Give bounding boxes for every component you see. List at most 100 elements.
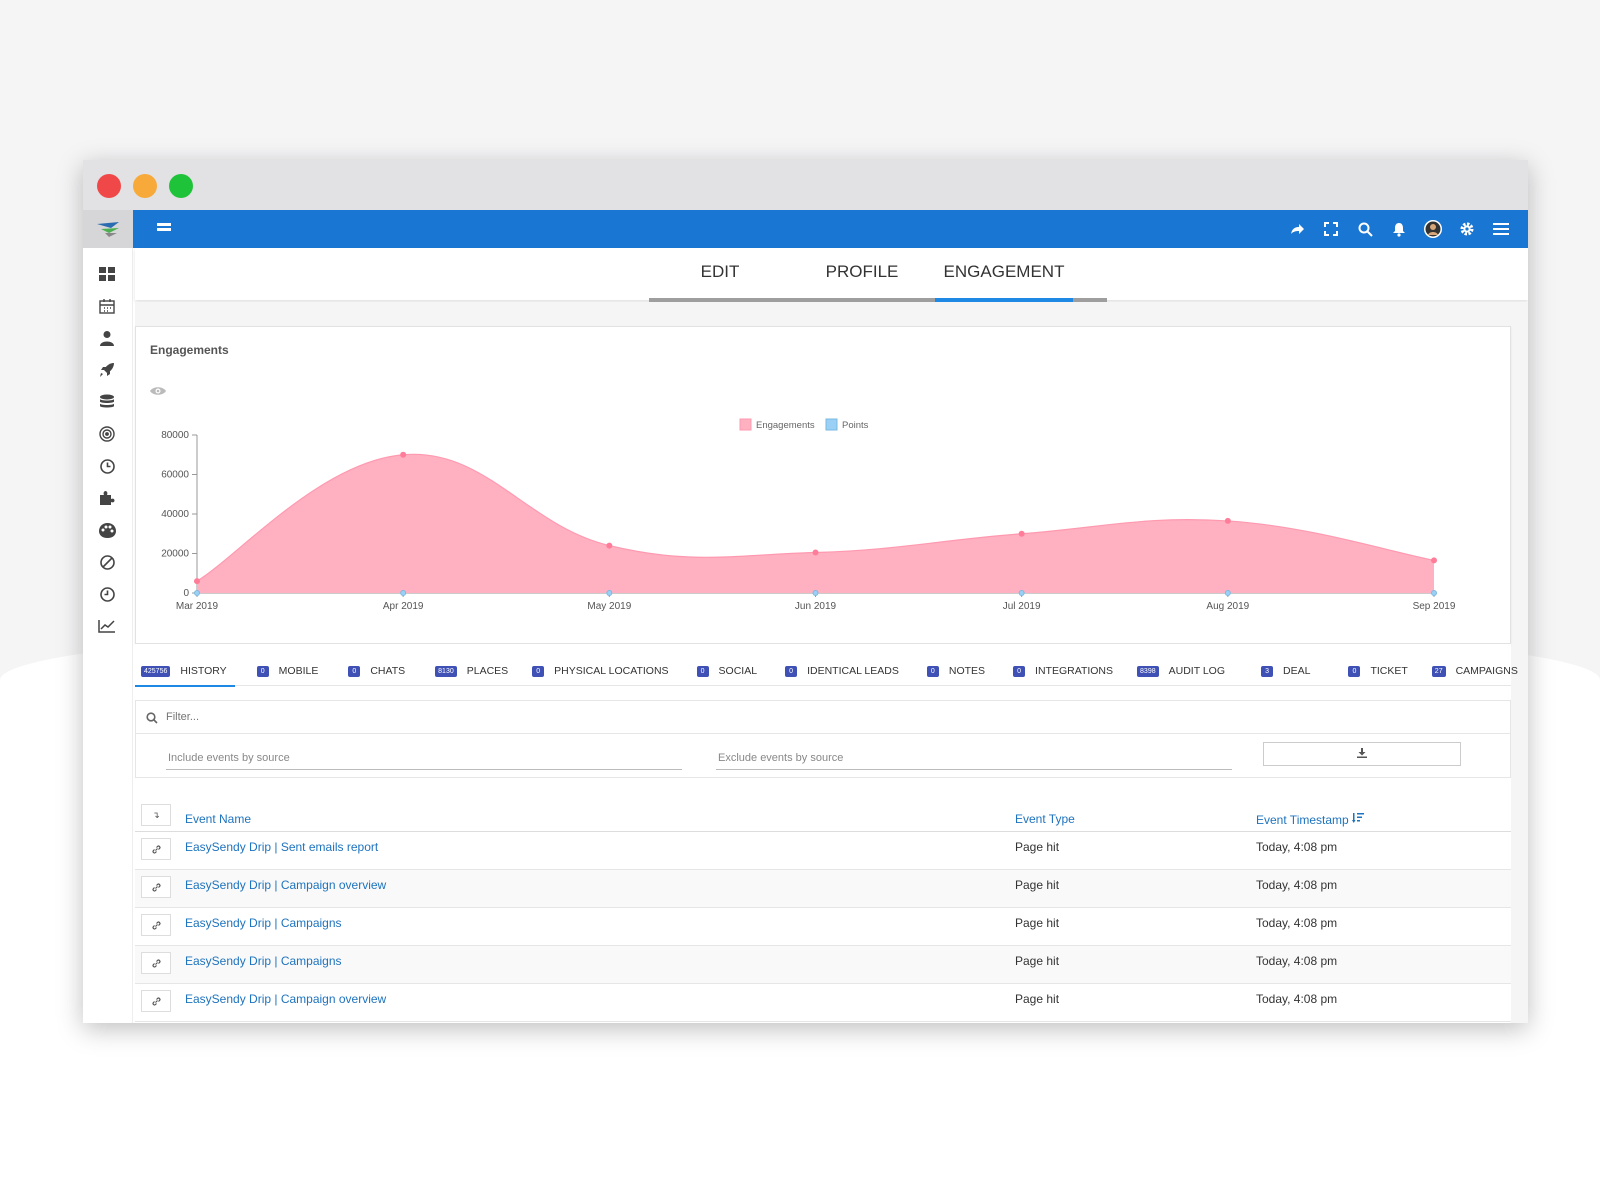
app-logo[interactable] (83, 210, 133, 248)
y-tick-label: 60000 (161, 470, 189, 481)
count-badge: 0 (532, 665, 545, 677)
subtab-audit-log[interactable]: 8398 AUDIT LOG (1131, 656, 1233, 686)
header-event-name[interactable]: Event Name (185, 812, 252, 826)
count-badge: 0 (256, 665, 269, 677)
points-point (812, 590, 819, 596)
puzzle-icon[interactable] (97, 488, 117, 508)
subtab-deal[interactable]: 3 DEAL (1255, 656, 1318, 686)
sidebar-toggle-icon[interactable] (157, 223, 171, 235)
ban-icon[interactable] (97, 552, 117, 572)
count-badge: 0 (785, 665, 798, 677)
subtab-social[interactable]: 0 SOCIAL (691, 656, 766, 686)
bell-icon[interactable] (1390, 220, 1408, 238)
event-name-link[interactable]: EasySendy Drip | Campaign overview (185, 878, 387, 892)
palette-icon[interactable] (97, 520, 117, 540)
count-badge: 8398 (1137, 665, 1159, 677)
subtab-label: NOTES (948, 665, 986, 677)
subtab-history[interactable]: 425756 HISTORY (135, 656, 235, 687)
subtab-chats[interactable]: 0 CHATS (342, 656, 413, 686)
eye-icon[interactable] (150, 383, 166, 401)
event-type: Page hit (1015, 878, 1060, 892)
avatar[interactable] (1424, 220, 1442, 238)
download-button[interactable] (1263, 742, 1461, 766)
minimize-window-button[interactable] (133, 174, 157, 198)
share-icon[interactable] (1288, 220, 1306, 238)
app-window: EDIT PROFILE ENGAGEMENT Engagements 8000… (83, 160, 1528, 1023)
clock-icon[interactable] (97, 456, 117, 476)
table-header: ↴ Event Name Event Type Event Timestamp (135, 804, 1511, 832)
include-source-field[interactable]: Include events by source (166, 746, 682, 770)
x-tick-label: Sep 2019 (1413, 601, 1456, 612)
rocket-icon[interactable] (97, 360, 117, 380)
fullscreen-icon[interactable] (1322, 220, 1340, 238)
event-name-link[interactable]: EasySendy Drip | Campaigns (185, 916, 342, 930)
target-icon[interactable] (97, 424, 117, 444)
tab-edit[interactable]: EDIT (700, 262, 740, 281)
event-timestamp: Today, 4:08 pm (1256, 954, 1338, 968)
subtab-ticket[interactable]: 0 TICKET (1342, 656, 1415, 686)
calendar-icon[interactable] (97, 296, 117, 316)
y-tick-label: 40000 (161, 509, 189, 520)
count-badge: 0 (348, 665, 361, 677)
engagements-point (812, 549, 819, 556)
subtab-label: CHATS (370, 665, 406, 677)
history-subtabs: 425756 HISTORY 0 MOBILE 0 CHATS 8130 PLACES 0 PHY… (135, 656, 1518, 687)
x-tick-label: May 2019 (587, 601, 631, 612)
subtab-label: INTEGRATIONS (1035, 665, 1114, 677)
row-link-button[interactable] (141, 990, 171, 1012)
engagements-area (197, 454, 1434, 593)
points-point (1224, 590, 1231, 596)
menu-icon[interactable] (1492, 220, 1510, 238)
y-tick-label: 80000 (161, 430, 189, 441)
subtab-label: TICKET (1370, 665, 1408, 677)
subtab-places[interactable]: 8130 PLACES (429, 656, 516, 686)
event-type: Page hit (1015, 992, 1060, 1006)
x-tick-label: Jun 2019 (795, 601, 837, 612)
header-event-timestamp[interactable]: Event Timestamp (1256, 812, 1365, 827)
row-link-button[interactable] (141, 876, 171, 898)
subtab-physical-locations[interactable]: 0 PHYSICAL LOCATIONS (526, 656, 676, 686)
filter-bar (135, 700, 1511, 734)
subtab-label: HISTORY (180, 665, 227, 677)
points-point (1431, 590, 1437, 596)
subtab-mobile[interactable]: 0 MOBILE (251, 656, 327, 686)
close-window-button[interactable] (97, 174, 121, 198)
history-icon[interactable] (97, 584, 117, 604)
gear-icon[interactable] (1458, 220, 1476, 238)
points-point (606, 590, 613, 596)
event-type: Page hit (1015, 840, 1060, 854)
engagements-point (1018, 530, 1025, 537)
search-icon[interactable] (1356, 220, 1374, 238)
event-name-link[interactable]: EasySendy Drip | Campaign overview (185, 992, 387, 1006)
header-event-type[interactable]: Event Type (1015, 812, 1075, 826)
event-timestamp: Today, 4:08 pm (1256, 840, 1338, 854)
event-name-link[interactable]: EasySendy Drip | Sent emails report (185, 840, 379, 854)
filter-input[interactable] (166, 701, 766, 733)
table-row: EasySendy Drip | Campaign overview Page h… (135, 984, 1511, 1022)
dashboard-icon[interactable] (97, 264, 117, 284)
count-badge: 3 (1261, 665, 1274, 677)
subtab-notes[interactable]: 0 NOTES (921, 656, 993, 686)
database-icon[interactable] (97, 392, 117, 412)
row-link-button[interactable] (141, 914, 171, 936)
user-icon[interactable] (97, 328, 117, 348)
row-link-button[interactable] (141, 838, 171, 860)
x-tick-label: Apr 2019 (383, 601, 424, 612)
chart-line-icon[interactable] (97, 616, 117, 636)
count-badge: 27 (1431, 665, 1446, 677)
row-link-button[interactable] (141, 952, 171, 974)
y-tick-label: 0 (183, 588, 189, 599)
maximize-window-button[interactable] (169, 174, 193, 198)
subtab-integrations[interactable]: 0 INTEGRATIONS (1007, 656, 1121, 686)
table-row: EasySendy Drip | Campaign overview Page h… (135, 870, 1511, 908)
engagements-point (606, 542, 613, 549)
table-row: EasySendy Drip | Campaigns Page hit Today,… (135, 946, 1511, 984)
sort-toggle-button[interactable]: ↴ (141, 804, 171, 826)
tab-engagement[interactable]: ENGAGEMENT (933, 248, 1075, 302)
event-name-link[interactable]: EasySendy Drip | Campaigns (185, 954, 342, 968)
subtab-identical-leads[interactable]: 0 IDENTICAL LEADS (779, 656, 907, 686)
exclude-source-field[interactable]: Exclude events by source (716, 746, 1232, 770)
tab-profile[interactable]: PROFILE (825, 262, 899, 281)
subtab-campaigns[interactable]: 27 CAMPAIGNS (1426, 656, 1526, 686)
subtab-label: AUDIT LOG (1168, 665, 1226, 677)
